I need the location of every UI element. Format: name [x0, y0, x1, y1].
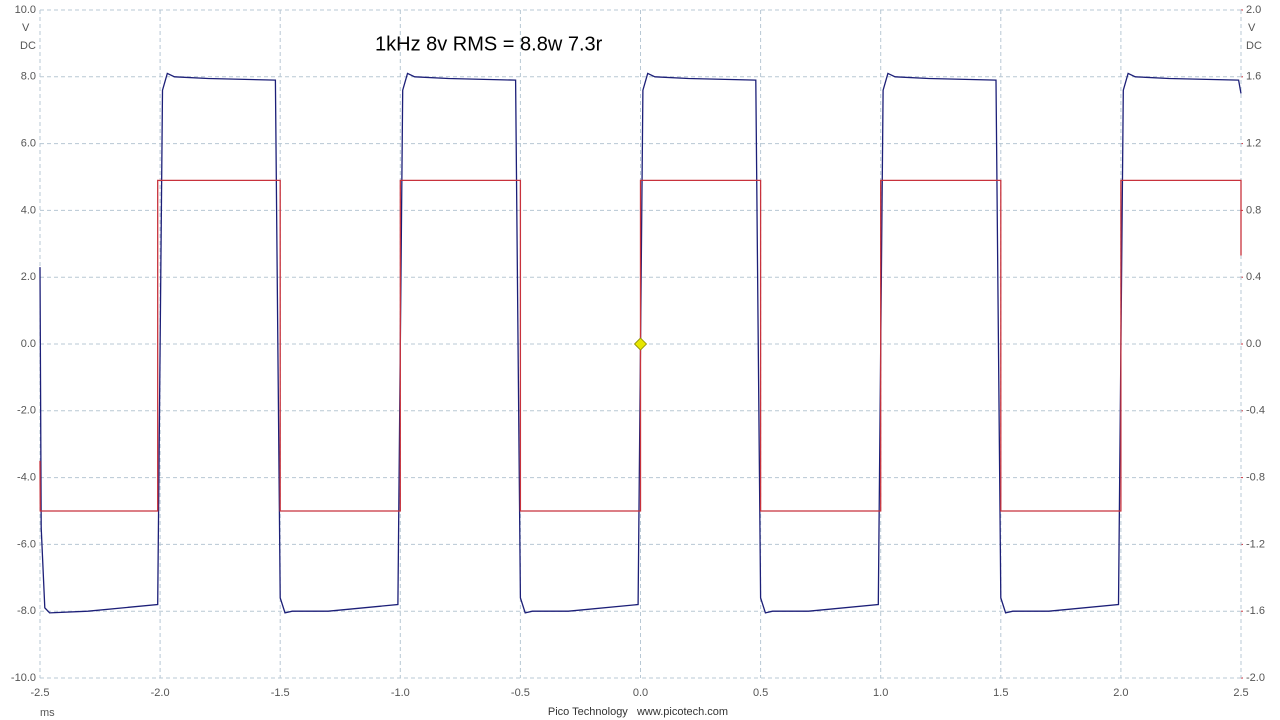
y-tick-label: -8.0 [17, 605, 36, 617]
y2-tick-label: 2.0 [1246, 4, 1261, 16]
x-tick-label: 2.5 [1233, 687, 1248, 699]
y-tick-label: -4.0 [17, 472, 36, 484]
y2-tick-label: 0.8 [1246, 204, 1261, 216]
x-tick-label: -0.5 [511, 687, 530, 699]
x-tick-label: 2.0 [1113, 687, 1128, 699]
x-tick-label: -2.5 [31, 687, 50, 699]
y2-tick-label: -1.2 [1246, 538, 1265, 550]
x-tick-label: 1.0 [873, 687, 888, 699]
footer: Pico Technology www.picotech.com [548, 706, 728, 718]
x-tick-label: 0.5 [753, 687, 768, 699]
y-tick-label: 0.0 [21, 338, 36, 350]
x-tick-label: 0.0 [633, 687, 648, 699]
y2-tick-label: 0.0 [1246, 338, 1261, 350]
y2-tick-label: 1.6 [1246, 71, 1261, 83]
y2-tick-label: 0.4 [1246, 271, 1261, 283]
chart-title: 1kHz 8v RMS = 8.8w 7.3r [375, 33, 603, 55]
y2-tick-label: -1.6 [1246, 605, 1265, 617]
x-tick-label: -1.0 [391, 687, 410, 699]
y-tick-label: 2.0 [21, 271, 36, 283]
y2-tick-label: -0.4 [1246, 405, 1265, 417]
y-tick-label: -2.0 [17, 405, 36, 417]
trigger-marker [633, 337, 648, 351]
y-tick-label: -6.0 [17, 538, 36, 550]
y-tick-label: 10.0 [15, 4, 36, 16]
y2-coupling: DC [1246, 40, 1262, 52]
y-coupling: DC [20, 40, 36, 52]
x-units: ms [40, 707, 55, 719]
y-tick-label: -10.0 [11, 672, 36, 684]
y2-tick-label: -2.0 [1246, 672, 1265, 684]
y-units: V [22, 22, 30, 34]
x-tick-label: 1.5 [993, 687, 1008, 699]
y-tick-label: 6.0 [21, 138, 36, 150]
y-tick-label: 4.0 [21, 204, 36, 216]
y2-units: V [1248, 22, 1256, 34]
x-tick-label: -2.0 [151, 687, 170, 699]
y2-tick-label: -0.8 [1246, 472, 1265, 484]
y-tick-label: 8.0 [21, 71, 36, 83]
y2-tick-label: 1.2 [1246, 138, 1261, 150]
x-tick-label: -1.5 [271, 687, 290, 699]
